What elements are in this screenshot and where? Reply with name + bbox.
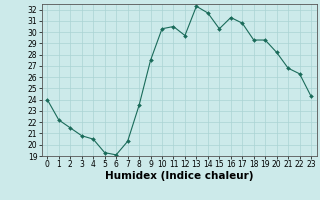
X-axis label: Humidex (Indice chaleur): Humidex (Indice chaleur) xyxy=(105,171,253,181)
